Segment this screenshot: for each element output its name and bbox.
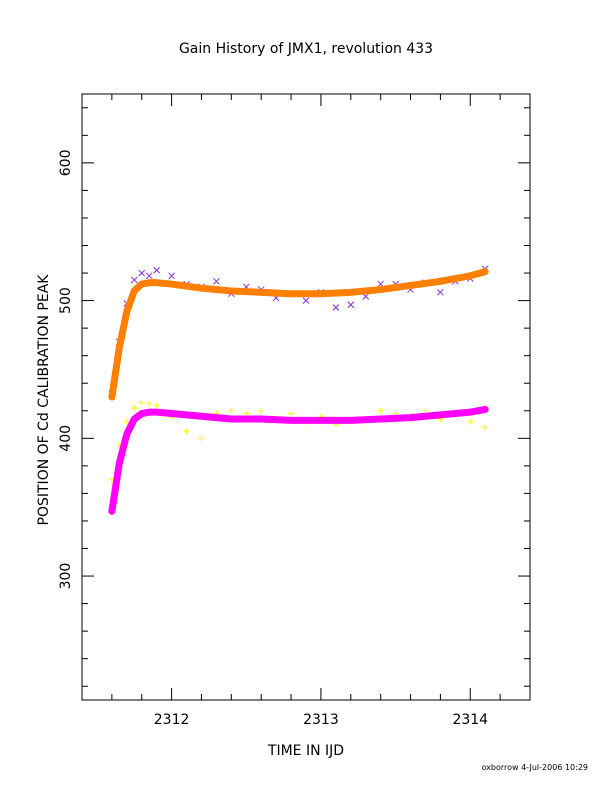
series-layer: [108, 265, 489, 515]
footer-signature: oxborrow 4-Jul-2006 10:29: [481, 763, 588, 772]
y-tick-label: 500: [58, 287, 74, 314]
x-tick-label: 2312: [154, 712, 190, 728]
series-3: [108, 405, 489, 515]
data-point: [243, 410, 250, 417]
x-axis-label: TIME IN IJD: [267, 743, 344, 759]
data-point: [145, 272, 153, 280]
data-point: [183, 428, 190, 435]
y-tick-label: 400: [58, 425, 74, 452]
axis-tick-labels: 2312 2313 2314 300 400 500 600: [58, 149, 488, 728]
y-axis-label: POSITION OF Cd CALIBRATION PEAK: [36, 274, 52, 526]
x-tick-label: 2314: [452, 712, 488, 728]
chart-title: Gain History of JMX1, revolution 433: [179, 41, 433, 57]
data-point: [347, 301, 355, 309]
data-point: [198, 435, 205, 442]
data-point: [482, 424, 489, 431]
series-1: [108, 268, 489, 401]
data-point: [332, 304, 340, 311]
fit-curve: [108, 405, 489, 515]
data-point: [258, 407, 265, 414]
data-point: [213, 277, 220, 285]
data-point: [153, 266, 161, 274]
data-point: [467, 418, 474, 425]
data-point: [437, 288, 444, 296]
data-point: [302, 297, 310, 304]
y-tick-label: 600: [58, 149, 74, 176]
y-tick-label: 300: [58, 563, 74, 590]
fit-curve: [108, 268, 489, 401]
data-point: [153, 402, 160, 409]
data-point: [377, 407, 384, 414]
data-point: [130, 276, 138, 284]
axis-ticks: [81, 94, 531, 700]
plot-frame: [81, 93, 531, 701]
data-point: [146, 400, 153, 407]
data-point: [138, 399, 145, 406]
data-point: [168, 272, 175, 280]
data-point: [123, 418, 130, 425]
data-point: [138, 269, 146, 277]
data-point: [288, 410, 295, 417]
x-tick-label: 2313: [303, 712, 339, 728]
data-point: [131, 405, 138, 412]
data-point: [228, 407, 235, 414]
